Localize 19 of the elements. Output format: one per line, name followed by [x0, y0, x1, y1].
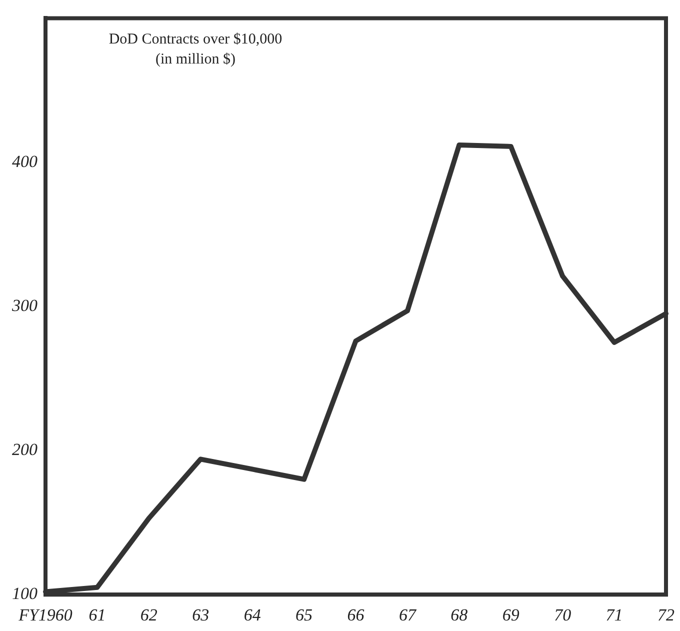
x-tick-label: 64: [244, 605, 262, 624]
y-tick-label: 200: [12, 440, 38, 459]
x-tick-label: 61: [88, 605, 106, 624]
y-tick-label: 100: [12, 584, 38, 604]
x-tick-label: 71: [606, 605, 623, 624]
y-tick-label: 400: [12, 152, 38, 171]
text: DoD Contracts over $10,000: [108, 32, 282, 48]
x-tick-label: 69: [502, 605, 520, 624]
x-tick-label: 70: [554, 605, 572, 624]
x-tick-label: 67: [398, 605, 418, 624]
x-tick-label: 65: [296, 605, 313, 624]
y-tick-label: 300: [11, 296, 38, 315]
x-tick-label: 68: [450, 605, 468, 624]
text: (in million $): [156, 52, 236, 68]
x-tick-label: 62: [140, 605, 158, 624]
x-tick-label: 63: [192, 605, 210, 624]
x-tick-label: 66: [347, 605, 365, 624]
x-tick-label: FY1960: [18, 605, 73, 624]
x-tick-label: 72: [658, 605, 675, 624]
